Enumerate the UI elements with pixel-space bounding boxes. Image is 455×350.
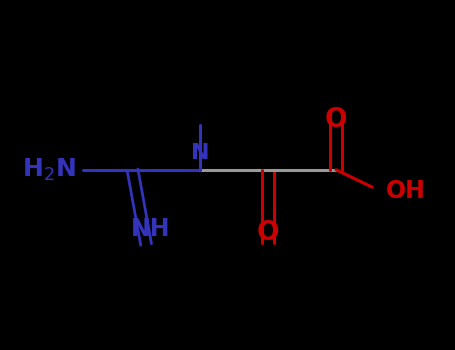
Text: OH: OH [386,178,426,203]
Text: O: O [257,220,279,246]
Text: H$_2$N: H$_2$N [22,157,76,183]
Text: O: O [325,107,347,133]
Text: NH: NH [131,217,170,241]
Text: N: N [191,143,210,163]
